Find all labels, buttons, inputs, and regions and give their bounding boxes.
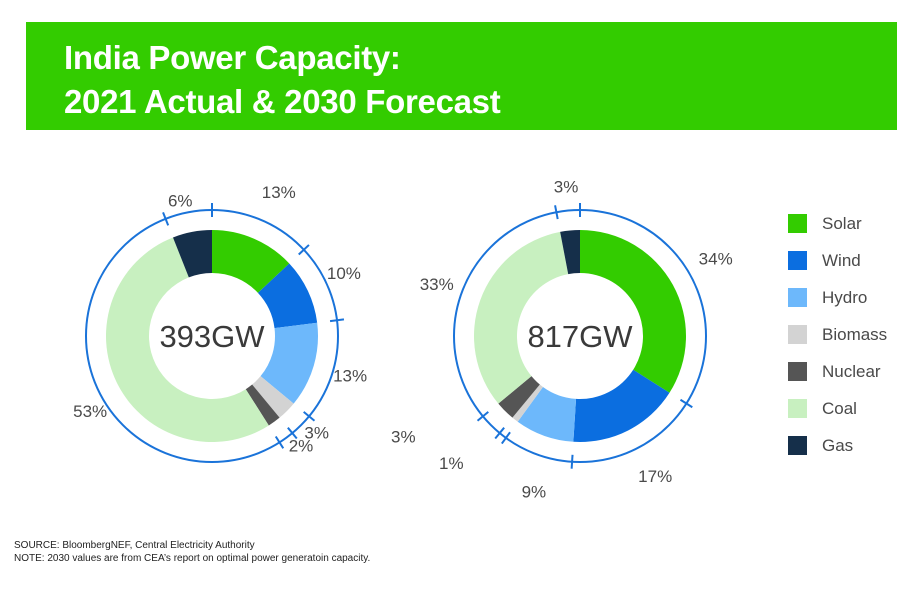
data-label-hydro: 13% [333, 366, 367, 385]
legend-item-hydro: Hydro [788, 279, 918, 316]
ring-tick [303, 411, 316, 422]
center-total-label: 817GW [527, 319, 633, 354]
ring-tick [501, 431, 511, 445]
slice-nuclear [498, 376, 540, 418]
data-label-nuclear: 3% [391, 428, 416, 447]
slice-hydro [260, 322, 318, 404]
legend-swatch-coal [788, 399, 807, 418]
legend-label-biomass: Biomass [822, 324, 888, 344]
data-label-gas: 6% [168, 192, 193, 211]
center-total-label: 393GW [159, 319, 265, 354]
slice-nuclear [245, 384, 280, 426]
ring-tick [476, 411, 489, 422]
slice-coal [474, 231, 569, 404]
chart-title-line-2: 2021 Actual & 2030 Forecast [64, 83, 501, 120]
legend-item-wind: Wind [788, 242, 918, 279]
ring-tick [679, 398, 693, 409]
legend-swatch-gas [788, 436, 807, 455]
source-note: SOURCE: BloombergNEF, Central Electricit… [14, 540, 255, 551]
legend-swatch-biomass [788, 325, 807, 344]
slice-solar [580, 230, 687, 393]
legend-item-nuclear: Nuclear [788, 353, 918, 390]
legend-label-gas: Gas [822, 435, 854, 455]
legend-item-gas: Gas [788, 427, 918, 464]
chart-title-line-1: India Power Capacity: [64, 39, 401, 76]
ring-tick [329, 318, 345, 323]
slice-coal [106, 237, 269, 442]
data-label-hydro: 9% [522, 482, 547, 501]
slice-biomass [512, 384, 543, 422]
ring-tick [298, 244, 310, 256]
legend-item-biomass: Biomass [788, 316, 918, 353]
slice-wind [573, 369, 670, 442]
legend-label-nuclear: Nuclear [822, 361, 881, 381]
slice-wind [257, 263, 318, 329]
legend-label-wind: Wind [822, 250, 861, 270]
data-label-nuclear: 2% [289, 437, 314, 456]
slice-biomass [252, 376, 294, 418]
donut-chart-1: 13% 10% 13% 3%2% 53% 6% 393GW [73, 183, 367, 463]
slice-gas [560, 230, 580, 275]
ring-tick [162, 211, 170, 226]
data-label-solar: 13% [262, 183, 296, 202]
data-label-wind: 17% [638, 467, 672, 486]
ring-tick [554, 205, 559, 220]
slice-hydro [517, 386, 577, 442]
ring-tick [274, 435, 285, 449]
data-label-coal: 33% [420, 275, 454, 294]
data-label-coal: 53% [73, 402, 107, 421]
legend-swatch-wind [788, 251, 807, 270]
title-banner: India Power Capacity: 2021 Actual & 2030… [26, 22, 897, 130]
data-label-gas: 3% [554, 178, 579, 197]
legend: Solar Wind Hydro Biomass Nuclear Coal Ga… [788, 205, 918, 464]
legend-item-coal: Coal [788, 390, 918, 427]
data-label-wind: 10% [327, 264, 361, 283]
footnotes: SOURCE: BloombergNEF, Central Electricit… [14, 539, 370, 565]
legend-swatch-hydro [788, 288, 807, 307]
ring-tick [494, 427, 505, 440]
legend-label-solar: Solar [822, 213, 862, 233]
legend-swatch-nuclear [788, 362, 807, 381]
legend-label-hydro: Hydro [822, 287, 868, 307]
legend-label-coal: Coal [822, 398, 857, 418]
ring-tick [287, 427, 298, 440]
slice-solar [212, 230, 290, 293]
slice-gas [172, 230, 212, 278]
method-note: NOTE: 2030 values are from CEA’s report … [14, 553, 371, 564]
donut-chart-2: 34% 17% 9% 1% 3% 33% 3% 817GW [391, 178, 733, 502]
data-label-solar: 34% [699, 250, 733, 269]
legend-swatch-solar [788, 214, 807, 233]
ring-tick [570, 454, 574, 469]
data-label-biomass: 1% [439, 454, 464, 473]
legend-item-solar: Solar [788, 205, 918, 242]
data-label-biomass: 3% [304, 424, 329, 443]
